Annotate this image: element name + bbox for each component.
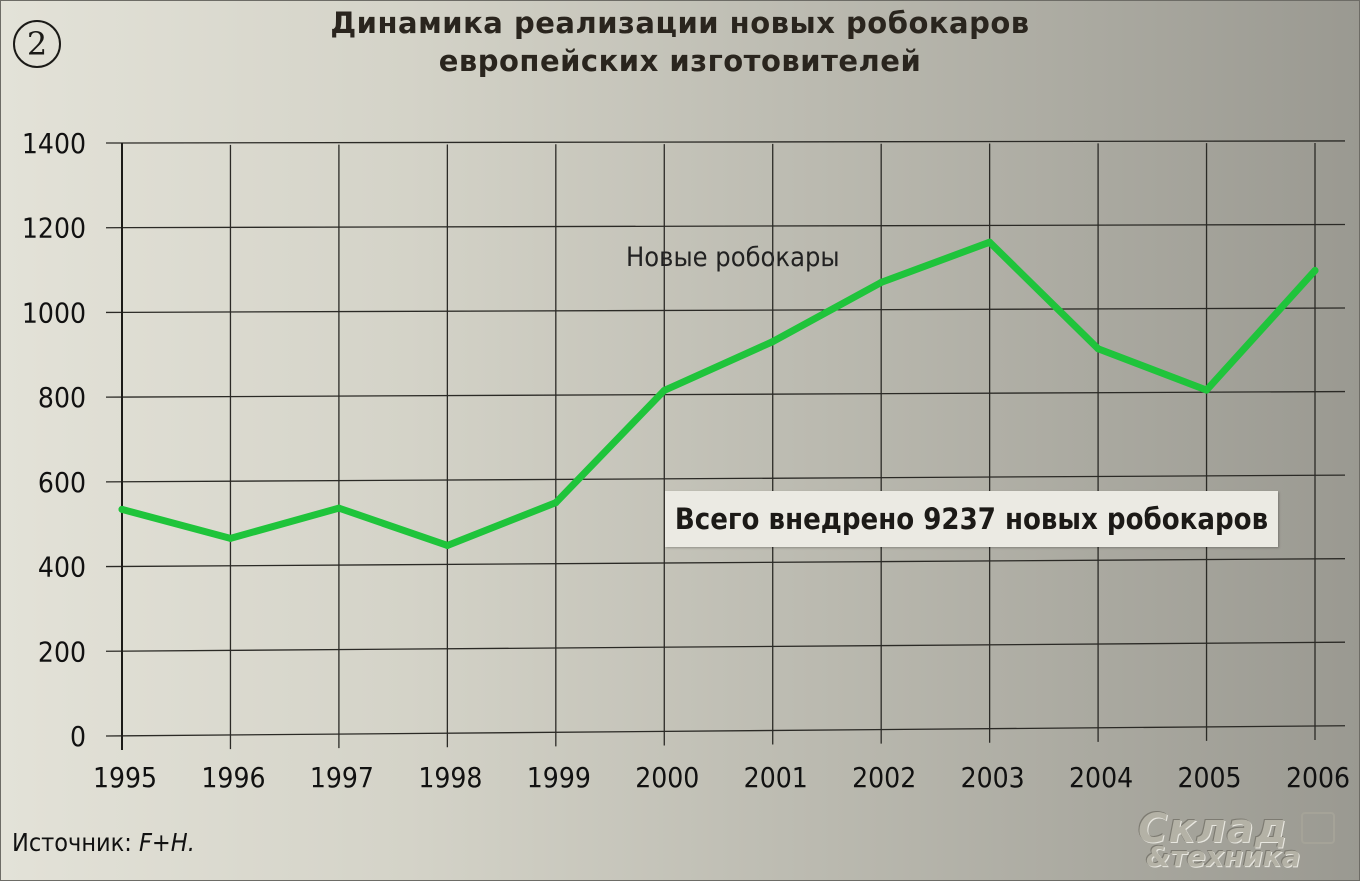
gridline-y-800 bbox=[105, 390, 1346, 398]
gridline-y-400 bbox=[105, 558, 1346, 568]
grid bbox=[105, 140, 1346, 750]
x-tick-label-1996: 1996 bbox=[201, 761, 265, 794]
total-annotation-box: Всего внедрено 9237 новых робокаров bbox=[665, 491, 1278, 547]
y-tick-labels: 0 200 400 600 800 1000 1200 1400 bbox=[22, 127, 86, 753]
source-label: Источник: bbox=[12, 828, 132, 857]
x-tick-labels: 1995 1996 1997 1998 1999 2000 2001 2002 2003 2004… bbox=[93, 761, 1350, 794]
publisher-logo: Склад &техника bbox=[1136, 806, 1346, 876]
total-annotation-text: Всего внедрено 9237 новых робокаров bbox=[674, 502, 1269, 536]
data-point-2001 bbox=[769, 338, 777, 346]
data-point-1997 bbox=[335, 504, 343, 512]
gridline-y-1400 bbox=[105, 140, 1346, 144]
data-point-1995 bbox=[118, 505, 126, 513]
y-tick-label-200: 200 bbox=[38, 635, 86, 668]
x-tick-label-2001: 2001 bbox=[744, 761, 808, 794]
y-tick-label-600: 600 bbox=[38, 466, 86, 499]
gridline-y-600 bbox=[105, 474, 1346, 483]
x-tick-label-2002: 2002 bbox=[852, 761, 916, 794]
y-tick-label-1400: 1400 bbox=[22, 127, 86, 160]
y-tick-label-1200: 1200 bbox=[22, 212, 86, 245]
data-point-2004 bbox=[1094, 345, 1102, 353]
data-point-2006 bbox=[1311, 267, 1319, 275]
x-tick-label-2003: 2003 bbox=[961, 761, 1025, 794]
figure-number-badge: 2 bbox=[13, 20, 61, 68]
y-tick-label-400: 400 bbox=[38, 551, 86, 584]
data-point-2000 bbox=[660, 386, 668, 394]
source-note: Источник: F+H. bbox=[12, 828, 195, 857]
gridline-y-200 bbox=[105, 641, 1346, 652]
x-tick-label-2006: 2006 bbox=[1286, 761, 1350, 794]
series-label: Новые робокары bbox=[626, 242, 840, 273]
x-tick-label-2005: 2005 bbox=[1177, 761, 1241, 794]
x-tick-label-2000: 2000 bbox=[635, 761, 699, 794]
series bbox=[118, 238, 1319, 549]
x-tick-label-1998: 1998 bbox=[418, 761, 482, 794]
chart-title-line-2: европейских изготовителей bbox=[438, 44, 922, 78]
forklift-icon bbox=[1301, 812, 1335, 844]
data-point-2005 bbox=[1203, 386, 1211, 394]
logo-text-line-1: Склад bbox=[1138, 806, 1289, 852]
data-point-1999 bbox=[552, 499, 560, 507]
source-name: F+H. bbox=[138, 828, 195, 857]
y-tick-label-1000: 1000 bbox=[22, 296, 86, 329]
series-line-new-robocars bbox=[118, 238, 1319, 549]
chart-title-line-1: Динамика реализации новых робокаров bbox=[330, 6, 1030, 40]
x-tick-label-2004: 2004 bbox=[1069, 761, 1133, 794]
y-tick-label-800: 800 bbox=[38, 381, 86, 414]
data-point-1996 bbox=[226, 534, 234, 542]
gridline-y-1000 bbox=[105, 307, 1346, 314]
data-point-2002 bbox=[877, 278, 885, 286]
x-tick-label-1995: 1995 bbox=[93, 761, 157, 794]
y-tick-label-0: 0 bbox=[70, 720, 86, 753]
x-tick-label-1997: 1997 bbox=[310, 761, 374, 794]
gridline-y-1200 bbox=[105, 223, 1346, 229]
logo-text-line-2: &техника bbox=[1146, 840, 1301, 873]
gridline-y-0 bbox=[105, 725, 1346, 737]
data-point-2003 bbox=[986, 238, 994, 246]
data-point-1998 bbox=[443, 541, 451, 549]
x-tick-label-1999: 1999 bbox=[527, 761, 591, 794]
